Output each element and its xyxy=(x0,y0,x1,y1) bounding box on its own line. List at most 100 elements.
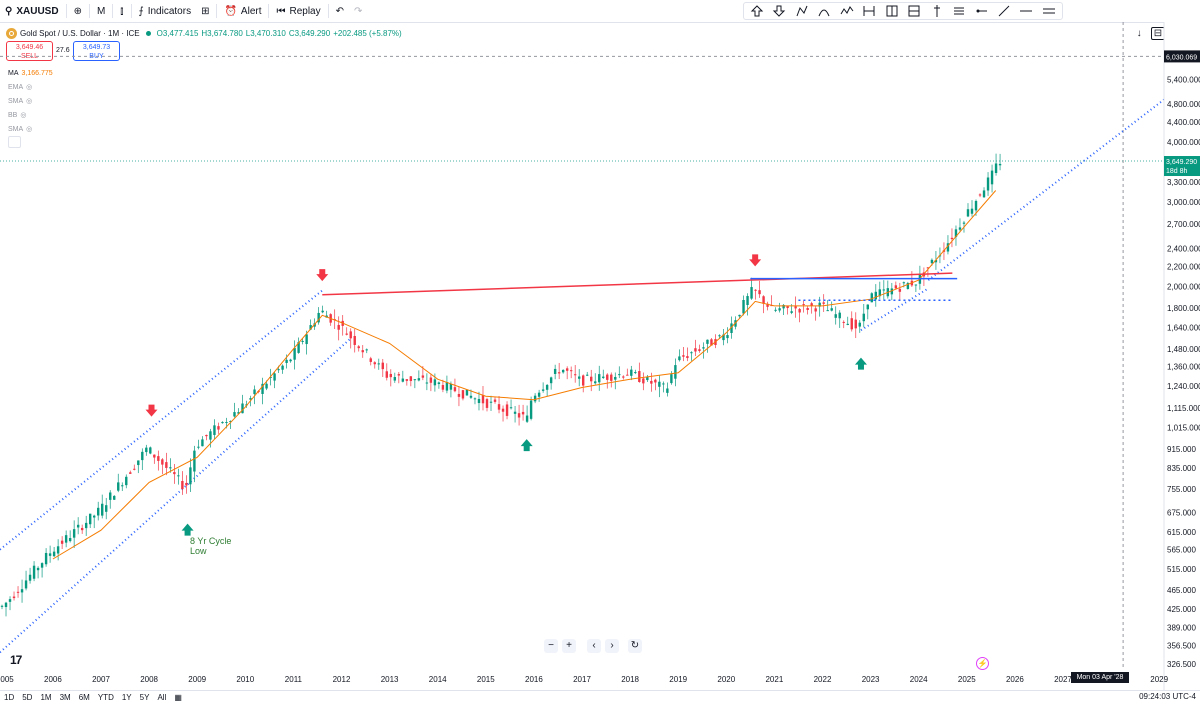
eye-hidden-icon[interactable]: ◎ xyxy=(26,84,33,91)
crosshair-price-box xyxy=(1164,50,1200,63)
undo-button[interactable]: ↶ xyxy=(331,0,349,22)
tradingview-logo[interactable]: 17 xyxy=(10,653,22,667)
zoom-in-button[interactable]: + xyxy=(562,639,576,653)
candle-body xyxy=(537,392,541,397)
trend-line-icon[interactable] xyxy=(997,4,1011,18)
indicator-sma[interactable]: SMA ◎ xyxy=(8,94,53,108)
candle-body xyxy=(946,243,950,252)
candle-body xyxy=(634,372,637,374)
candle-body xyxy=(654,379,657,383)
candle-body xyxy=(750,287,753,299)
symbol-search-button[interactable]: ⚲ XAUUSD xyxy=(0,0,64,22)
arrow-up-mark-icon[interactable] xyxy=(750,4,764,18)
scroll-right-button[interactable]: › xyxy=(605,639,619,653)
market-open-dot xyxy=(145,31,151,36)
candle-body xyxy=(169,467,172,469)
indicator-sma-2[interactable]: SMA ◎ xyxy=(8,122,53,136)
price-chart[interactable]: 6,030.069 5,400.000 4,800.000 4,400.000 4,00… xyxy=(0,22,1200,690)
candle-body xyxy=(173,472,176,475)
zoom-out-button[interactable]: − xyxy=(544,639,558,653)
scroll-left-button[interactable]: ‹ xyxy=(587,639,601,653)
undo-icon: ↶ xyxy=(335,5,345,17)
candle-body xyxy=(88,513,92,525)
redo-button[interactable]: ↷ xyxy=(349,0,367,22)
candle-body xyxy=(994,163,998,173)
candle-body xyxy=(68,538,72,542)
candle-body xyxy=(958,227,962,230)
polyline-tool-icon[interactable] xyxy=(840,4,854,18)
price-axis-tick-label: 2,000.000 xyxy=(1167,282,1200,291)
collapse-legend-button[interactable] xyxy=(8,136,21,148)
candle-body xyxy=(698,349,701,351)
range-3m[interactable]: 3M xyxy=(59,692,71,702)
time-axis[interactable]: 2005 2006 2007 2008 2009 2010 2011 2012 2013 2014… xyxy=(0,675,1169,684)
range-all[interactable]: All xyxy=(157,692,167,702)
candle-body xyxy=(858,322,861,327)
date-price-range-icon[interactable] xyxy=(907,4,921,18)
interval-button[interactable]: M xyxy=(92,0,110,22)
indicator-ema[interactable]: EMA ◎ xyxy=(8,80,53,94)
date-range-icon[interactable] xyxy=(862,4,876,18)
range-6m[interactable]: 6M xyxy=(78,692,90,702)
candle-body xyxy=(513,411,517,414)
calendar-range-icon[interactable]: ▦ xyxy=(174,692,182,702)
path-tool-icon[interactable] xyxy=(795,4,809,18)
candle-body xyxy=(658,381,661,387)
clock[interactable]: 09:24:03 UTC-4 xyxy=(1139,692,1196,701)
indicator-name: MA xyxy=(8,69,19,77)
lightning-icon[interactable]: ⚡ xyxy=(976,657,989,670)
candle-body xyxy=(774,309,777,311)
layout-button[interactable]: ⊞ xyxy=(196,0,214,22)
range-5y[interactable]: 5Y xyxy=(139,692,150,702)
range-1y[interactable]: 1Y xyxy=(121,692,132,702)
candle-body xyxy=(754,289,757,291)
candle-body xyxy=(666,388,669,393)
reset-controls: ↻ xyxy=(628,639,642,653)
parallel-channel-icon[interactable] xyxy=(1042,4,1056,18)
vertical-line-icon[interactable] xyxy=(930,4,944,18)
candle-body xyxy=(521,411,525,415)
candle-body xyxy=(189,467,192,485)
replay-label: Replay xyxy=(289,5,321,17)
eye-hidden-icon[interactable]: ◎ xyxy=(26,98,33,105)
candle-body xyxy=(850,318,853,330)
current-price-box xyxy=(1164,156,1200,177)
chart-type-button[interactable]: ⫾ xyxy=(115,0,128,22)
candle-body xyxy=(361,350,364,353)
horizontal-line-icon[interactable] xyxy=(1019,4,1033,18)
buy-price: 3,649.73 xyxy=(82,44,111,51)
candle-body xyxy=(461,390,465,399)
alert-button[interactable]: ⏰ Alert xyxy=(219,0,266,22)
price-axis[interactable]: 6,030.069 5,400.000 4,800.000 4,400.000 4,00… xyxy=(1163,22,1200,690)
candle-body xyxy=(497,404,501,410)
eye-hidden-icon[interactable]: ◎ xyxy=(20,112,27,119)
eye-hidden-icon[interactable]: ◎ xyxy=(26,126,33,133)
candle-body xyxy=(40,563,44,568)
reset-chart-button[interactable]: ↻ xyxy=(628,639,642,653)
candle-body xyxy=(125,476,128,486)
candle-body xyxy=(814,308,817,312)
price-axis-tick-label: 3,000.000 xyxy=(1167,198,1200,207)
range-1d[interactable]: 1D xyxy=(4,692,15,702)
range-5d[interactable]: 5D xyxy=(22,692,33,702)
range-1m[interactable]: 1M xyxy=(40,692,52,702)
indicator-bb[interactable]: BB ◎ xyxy=(8,108,53,122)
candle-body xyxy=(726,335,729,339)
replay-button[interactable]: ⏮ Replay xyxy=(271,0,325,22)
candle-body xyxy=(602,376,605,378)
range-ytd[interactable]: YTD xyxy=(97,692,114,702)
price-range-icon[interactable] xyxy=(885,4,899,18)
horizontal-ray-icon[interactable] xyxy=(975,4,989,18)
candle-body xyxy=(702,347,705,349)
curve-tool-icon[interactable] xyxy=(817,4,831,18)
symbol-title[interactable]: Gold Spot / U.S. Dollar · 1M · ICE xyxy=(20,29,140,38)
candle-body xyxy=(72,529,76,538)
arrow-down-mark-icon[interactable] xyxy=(772,4,786,18)
horizontal-lines-icon[interactable] xyxy=(952,4,966,18)
sell-button[interactable]: 3,649.46 SELL xyxy=(6,41,53,61)
candle-body xyxy=(261,383,264,394)
indicators-button[interactable]: ⨍ Indicators xyxy=(134,0,197,22)
indicator-ma[interactable]: MA 3,166.775 xyxy=(8,66,53,80)
compare-add-button[interactable]: ⊕ xyxy=(69,0,87,22)
arrow-down-icon[interactable]: ↓ xyxy=(1136,27,1142,39)
